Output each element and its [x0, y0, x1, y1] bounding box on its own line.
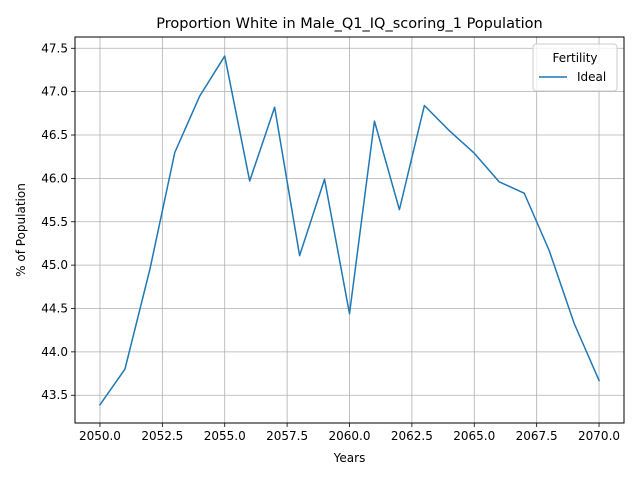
y-tick-label: 47.0: [41, 85, 68, 99]
legend-title: Fertility: [552, 51, 597, 65]
x-tick-label: 2050.0: [79, 429, 121, 443]
legend-label-ideal: Ideal: [577, 70, 606, 84]
y-tick-label: 46.0: [41, 171, 68, 185]
x-axis-label: Years: [333, 451, 366, 465]
legend: Fertility Ideal: [533, 44, 617, 91]
y-tick-label: 44.5: [41, 302, 68, 316]
y-axis-label: % of Population: [14, 183, 28, 277]
x-tick-label: 2062.5: [391, 429, 433, 443]
x-tick-label: 2070.0: [578, 429, 620, 443]
y-tick-label: 43.5: [41, 388, 68, 402]
y-tick-label: 46.5: [41, 128, 68, 142]
y-tick-label: 44.0: [41, 345, 68, 359]
x-tick-label: 2052.5: [141, 429, 183, 443]
x-tick-label: 2060.0: [329, 429, 371, 443]
y-tick-label: 47.5: [41, 41, 68, 55]
x-tick-label: 2055.0: [204, 429, 246, 443]
y-tick-label: 45.0: [41, 258, 68, 272]
chart-title: Proportion White in Male_Q1_IQ_scoring_1…: [156, 16, 543, 32]
x-tick-label: 2065.0: [453, 429, 495, 443]
grid-layer: [75, 37, 624, 423]
x-tick-label: 2057.5: [266, 429, 308, 443]
ticks-layer: 2050.0 2052.5 2055.0 2057.5 2060.0 2062.5 2065…: [41, 41, 620, 443]
x-tick-label: 2067.5: [516, 429, 558, 443]
y-tick-label: 45.5: [41, 215, 68, 229]
